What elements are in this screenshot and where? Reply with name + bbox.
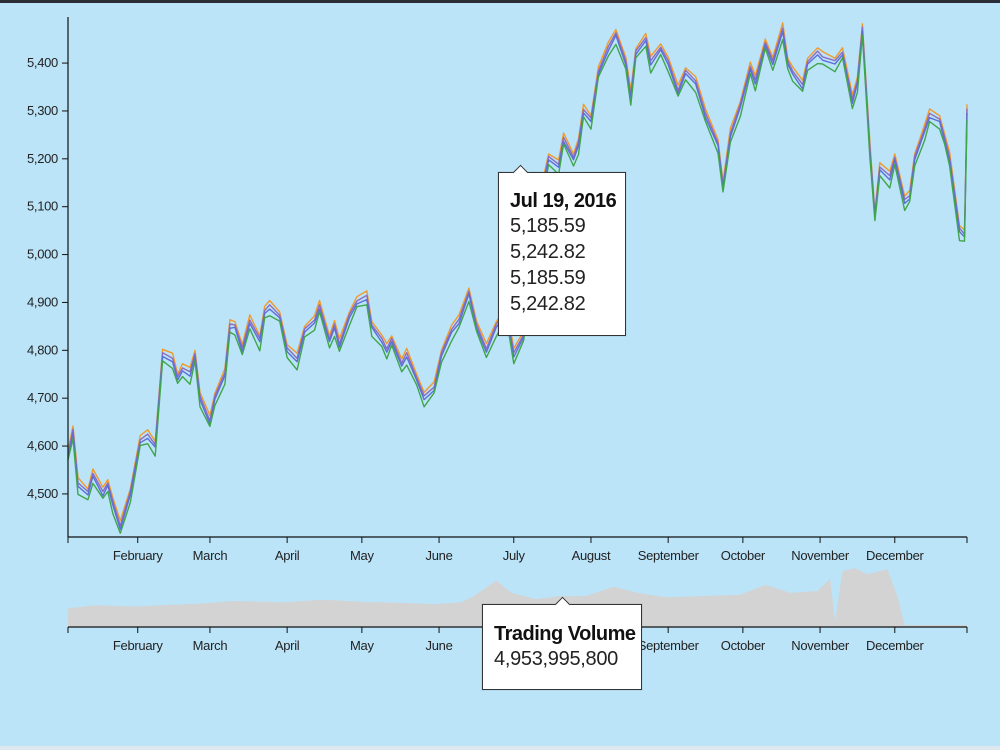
price-tooltip-value: 5,185.59 <box>510 267 586 289</box>
price-tooltip: Jul 19, 2016 5,185.59 5,242.82 5,185.59 … <box>498 164 626 336</box>
x-tick-label: November <box>791 638 850 653</box>
x-tick-label: March <box>193 638 228 653</box>
price-chart: 4,500 4,600 4,700 4,800 4,900 5,000 5,100 5,200… <box>27 17 968 563</box>
price-y-ticks: 4,500 4,600 4,700 4,800 4,900 5,000 5,100 5,200… <box>27 55 68 501</box>
y-tick-label: 5,300 <box>27 103 58 118</box>
x-tick-label: September <box>638 638 700 653</box>
y-tick-label: 5,200 <box>27 151 58 166</box>
y-tick-label: 4,900 <box>27 294 58 309</box>
x-tick-label: September <box>638 548 700 563</box>
bottom-border <box>0 746 1000 750</box>
x-tick-label: February <box>113 638 163 653</box>
price-series-line <box>67 30 968 530</box>
x-tick-label: March <box>193 548 228 563</box>
price-x-ticks: February March April May June July August Septe… <box>67 537 968 563</box>
x-tick-label: July <box>503 548 526 563</box>
x-tick-label: April <box>275 548 300 563</box>
x-tick-label: November <box>791 548 850 563</box>
price-tooltip-value: 5,242.82 <box>510 293 586 315</box>
y-tick-label: 5,100 <box>27 199 58 214</box>
x-tick-label: August <box>572 548 611 563</box>
y-tick-label: 5,400 <box>27 55 58 70</box>
price-series-line <box>67 26 968 527</box>
price-tooltip-title: Jul 19, 2016 <box>510 190 617 212</box>
x-tick-label: February <box>113 548 163 563</box>
price-tooltip-value: 5,185.59 <box>510 215 586 237</box>
volume-tooltip-title: Trading Volume <box>494 623 636 645</box>
x-tick-label: June <box>426 638 453 653</box>
y-tick-label: 4,500 <box>27 486 58 501</box>
y-tick-label: 4,800 <box>27 342 58 357</box>
volume-tooltip-value: 4,953,995,800 <box>494 648 619 670</box>
y-tick-label: 4,600 <box>27 438 58 453</box>
price-series-lines <box>67 22 968 534</box>
price-series-line <box>67 34 968 534</box>
x-tick-label: October <box>721 548 766 563</box>
x-tick-label: December <box>866 548 925 563</box>
x-tick-label: October <box>721 638 766 653</box>
x-tick-label: May <box>350 638 374 653</box>
price-series-line <box>67 22 968 522</box>
x-tick-label: May <box>350 548 374 563</box>
volume-area <box>68 568 967 627</box>
y-tick-label: 4,700 <box>27 390 58 405</box>
volume-tooltip: Trading Volume 4,953,995,800 <box>482 596 642 690</box>
top-border <box>0 0 1000 3</box>
x-tick-label: December <box>866 638 925 653</box>
y-tick-label: 5,000 <box>27 247 58 262</box>
x-tick-label: April <box>275 638 300 653</box>
price-tooltip-value: 5,242.82 <box>510 241 586 263</box>
x-tick-label: June <box>426 548 453 563</box>
